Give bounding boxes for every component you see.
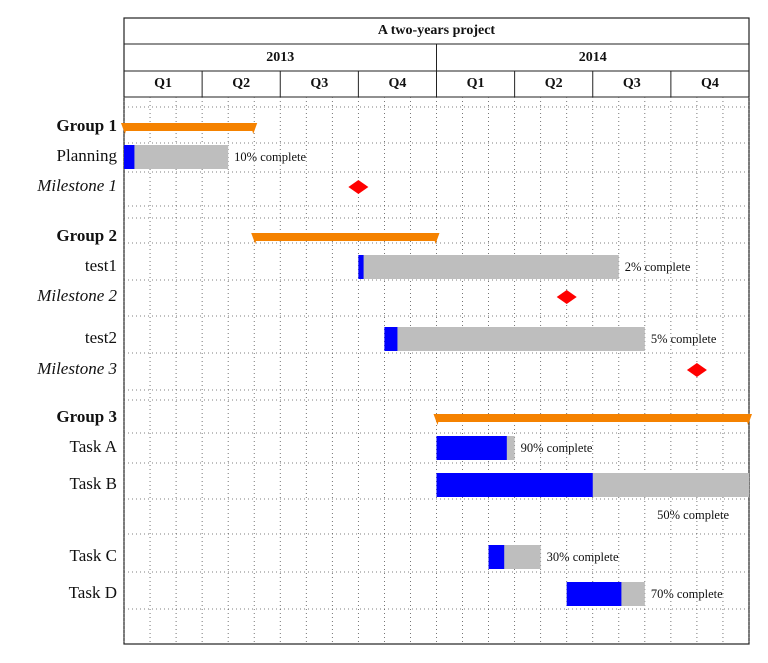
row-label: Milestone 2 [36,286,117,305]
group-bar [436,414,749,422]
group-bar [124,123,255,131]
row-label: Task C [70,546,117,565]
progress-label: 2% complete [625,260,691,274]
row-label: test1 [85,256,117,275]
group-cap [745,414,752,425]
group-cap [250,123,258,134]
progress-label: 90% complete [521,441,593,455]
quarter-label: Q4 [701,76,719,91]
quarter-label: Q3 [310,76,328,91]
row-label: Task A [70,437,118,456]
year-label: 2013 [266,50,294,65]
progress-bar [566,582,622,606]
row-label: Group 3 [56,407,117,426]
quarter-label: Q2 [545,76,563,91]
row-label: Milestone 3 [36,359,117,378]
group-bar [254,233,437,241]
group-cap [121,123,128,134]
milestone [556,290,577,304]
row-label: Group 1 [56,116,117,135]
frame [123,17,750,645]
progress-label: 50% complete [657,508,729,522]
row-label: Planning [57,146,118,165]
group-cap [433,414,441,425]
group-cap [251,233,259,244]
progress-bar [124,145,135,169]
task-bar [384,327,645,351]
task-bar [124,145,229,169]
year-label: 2014 [579,50,607,65]
row-label: Group 2 [56,226,117,245]
quarter-label: Q3 [623,76,641,91]
chart-title: A two-years project [378,23,495,38]
row-label: Task D [69,583,117,602]
progress-label: 70% complete [651,587,723,601]
progress-bar [436,436,507,460]
progress-bar [436,473,593,497]
quarter-label: Q2 [232,76,250,91]
task-bar [358,255,619,279]
quarter-label: Q1 [467,76,485,91]
quarter-label: Q1 [154,76,172,91]
progress-bar [384,327,398,351]
milestone [348,180,369,194]
row-label: Task B [70,474,117,493]
progress-label: 30% complete [547,550,619,564]
quarter-label: Q4 [388,76,406,91]
progress-label: 5% complete [651,332,717,346]
progress-bar [488,545,505,569]
milestone [686,363,707,377]
row-label: Milestone 1 [36,176,117,195]
group-cap [432,233,440,244]
row-label: test2 [85,328,117,347]
progress-bar [358,255,364,279]
progress-label: 10% complete [234,150,306,164]
